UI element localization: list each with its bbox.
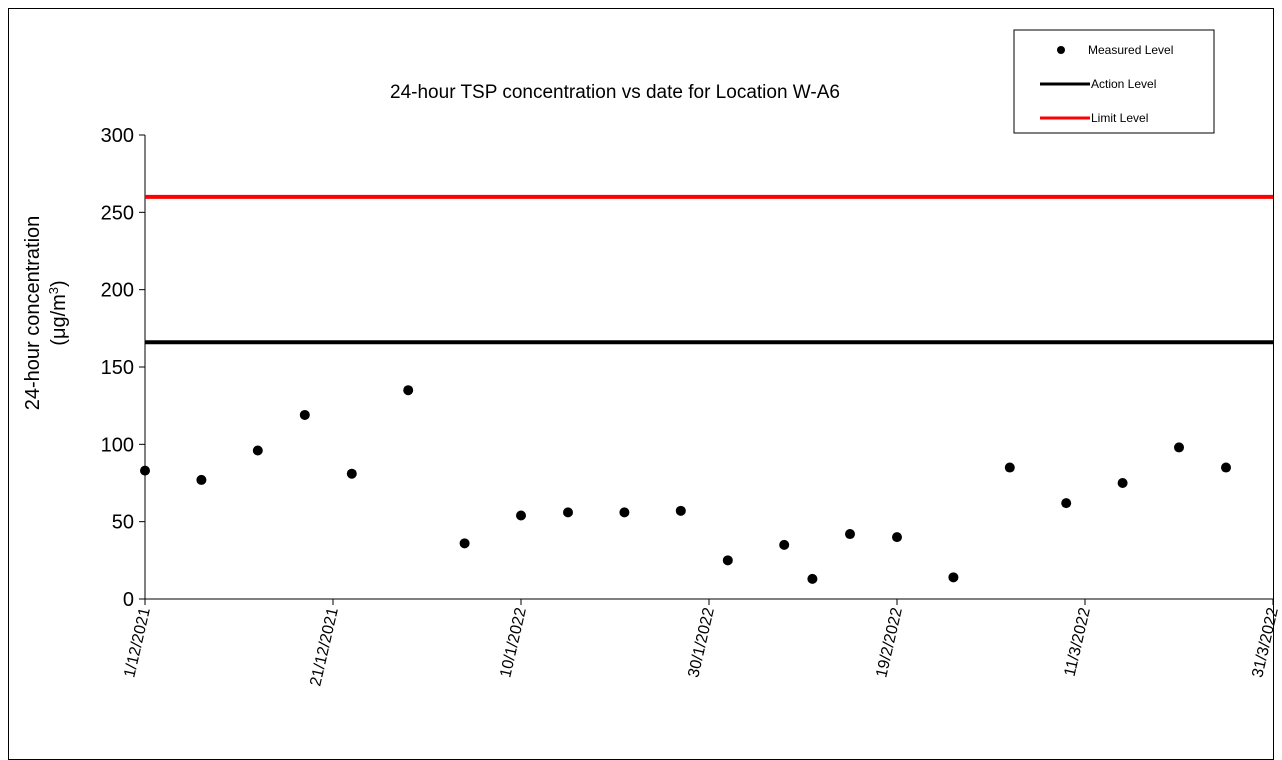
measured-level-point	[1061, 498, 1072, 509]
measured-level-point	[516, 510, 526, 521]
x-tick-label: 31/3/2022	[1249, 606, 1282, 679]
y-axis: 0 50 100 150 200 250 300	[101, 125, 146, 611]
legend-label-action: Action Level	[1091, 77, 1156, 91]
measured-level-point	[845, 529, 855, 540]
y-axis-label-line1: 24-hour concentration	[22, 216, 44, 411]
measured-points	[140, 385, 1231, 584]
measured-level-point	[1221, 462, 1231, 473]
measured-level-point	[563, 507, 573, 518]
measured-level-point	[140, 465, 150, 476]
measured-level-point	[252, 445, 263, 456]
legend-label-measured: Measured Level	[1088, 43, 1173, 57]
y-tick-label: 0	[123, 589, 134, 611]
measured-level-point	[1004, 462, 1015, 473]
x-axis: 1/12/2021 21/12/2021 10/1/2022 30/1/2022 19/…	[121, 598, 1282, 688]
measured-level-point	[619, 507, 630, 518]
measured-level-point	[299, 409, 310, 420]
x-tick-label: 21/12/2021	[307, 606, 342, 688]
measured-level-point	[948, 572, 959, 583]
x-tick-label: 10/1/2022	[497, 606, 530, 679]
measured-level-point	[722, 555, 733, 566]
legend: Measured Level Action Level Limit Level	[1013, 29, 1215, 134]
measured-level-point	[892, 532, 902, 543]
measured-level-point	[346, 468, 357, 479]
chart-title: 24-hour TSP concentration vs date for Lo…	[390, 82, 840, 103]
y-tick-label: 150	[101, 357, 134, 379]
x-tick-label: 19/2/2022	[873, 606, 906, 679]
y-axis-label: 24-hour concentration (μg/m3)	[22, 216, 70, 411]
x-tick-label: 1/12/2021	[121, 606, 154, 679]
legend-box	[1013, 29, 1215, 134]
y-tick-label: 200	[101, 280, 134, 302]
y-tick-label: 100	[101, 434, 134, 456]
measured-level-point	[403, 385, 414, 396]
measured-level-point	[459, 538, 470, 549]
legend-marker-measured	[1057, 46, 1065, 54]
measured-level-point	[1174, 442, 1184, 453]
y-tick-label: 250	[101, 202, 134, 224]
y-axis-label-line2: (μg/m3)	[46, 280, 71, 345]
measured-level-point	[807, 573, 818, 584]
measured-level-point	[779, 539, 790, 550]
x-tick-label: 11/3/2022	[1062, 606, 1094, 678]
legend-label-limit: Limit Level	[1091, 111, 1148, 125]
measured-level-point	[675, 505, 686, 516]
y-tick-label: 300	[101, 125, 134, 147]
measured-level-point	[196, 474, 207, 485]
x-tick-label: 30/1/2022	[685, 606, 718, 679]
y-tick-label: 50	[112, 512, 134, 534]
measured-level-point	[1117, 478, 1128, 488]
reference-lines	[145, 194, 1273, 345]
